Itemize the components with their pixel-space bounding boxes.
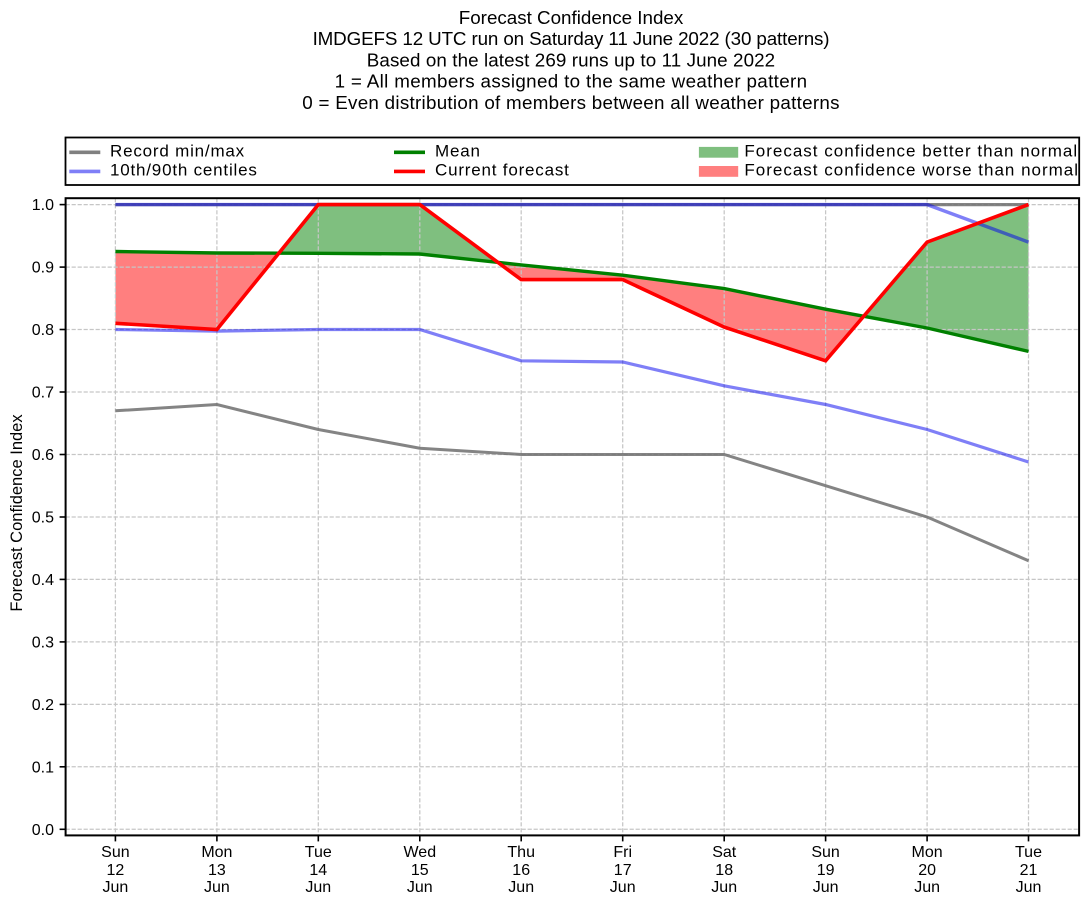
svg-text:Jun: Jun [407,879,433,896]
svg-text:0.7: 0.7 [32,385,54,402]
svg-text:Current forecast: Current forecast [435,161,570,180]
svg-text:Fri: Fri [613,844,632,861]
svg-text:Jun: Jun [813,879,839,896]
svg-text:12: 12 [107,862,125,879]
svg-text:1.0: 1.0 [32,197,54,214]
svg-text:Mean: Mean [435,141,481,160]
svg-text:0.2: 0.2 [32,697,54,714]
svg-text:0.4: 0.4 [32,572,54,589]
svg-text:Forecast Confidence Index: Forecast Confidence Index [8,414,26,612]
svg-text:0.3: 0.3 [32,635,54,652]
svg-text:Jun: Jun [103,879,129,896]
svg-text:Sun: Sun [101,844,129,861]
svg-text:Sat: Sat [712,844,737,861]
svg-text:17: 17 [614,862,632,879]
svg-text:1 = All members assigned to th: 1 = All members assigned to the same wea… [335,71,808,92]
svg-text:0.1: 0.1 [32,759,54,776]
svg-text:19: 19 [817,862,835,879]
svg-text:Forecast confidence better tha: Forecast confidence better than normal [744,141,1078,160]
svg-text:0.8: 0.8 [32,322,54,339]
svg-text:Jun: Jun [610,879,636,896]
svg-text:Sun: Sun [811,844,839,861]
svg-text:Jun: Jun [711,879,737,896]
svg-text:0.0: 0.0 [32,822,54,839]
svg-text:Based on the latest 269 runs u: Based on the latest 269 runs up to 11 Ju… [367,49,775,70]
svg-text:20: 20 [918,862,936,879]
svg-text:Forecast Confidence Index: Forecast Confidence Index [459,7,684,28]
svg-text:Tue: Tue [1015,844,1042,861]
svg-text:Thu: Thu [507,844,535,861]
svg-text:Forecast confidence worse than: Forecast confidence worse than normal [744,161,1079,180]
svg-text:15: 15 [411,862,429,879]
svg-text:Tue: Tue [305,844,332,861]
svg-text:IMDGEFS 12 UTC run on Saturday: IMDGEFS 12 UTC run on Saturday 11 June 2… [313,28,830,49]
svg-text:13: 13 [208,862,226,879]
svg-text:0.9: 0.9 [32,260,54,277]
svg-text:Mon: Mon [912,844,943,861]
svg-text:Jun: Jun [1016,879,1042,896]
svg-text:0 = Even distribution of membe: 0 = Even distribution of members between… [302,92,840,113]
svg-text:Jun: Jun [204,879,230,896]
svg-text:Jun: Jun [914,879,940,896]
svg-text:16: 16 [512,862,530,879]
svg-text:10th/90th centiles: 10th/90th centiles [110,161,258,180]
svg-text:Mon: Mon [201,844,232,861]
svg-text:Jun: Jun [508,879,534,896]
svg-text:21: 21 [1020,862,1038,879]
svg-text:Record min/max: Record min/max [110,141,245,160]
svg-text:0.6: 0.6 [32,447,54,464]
svg-text:18: 18 [715,862,733,879]
svg-text:Jun: Jun [305,879,331,896]
svg-text:Wed: Wed [403,844,436,861]
svg-text:0.5: 0.5 [32,510,54,527]
svg-text:14: 14 [309,862,327,879]
